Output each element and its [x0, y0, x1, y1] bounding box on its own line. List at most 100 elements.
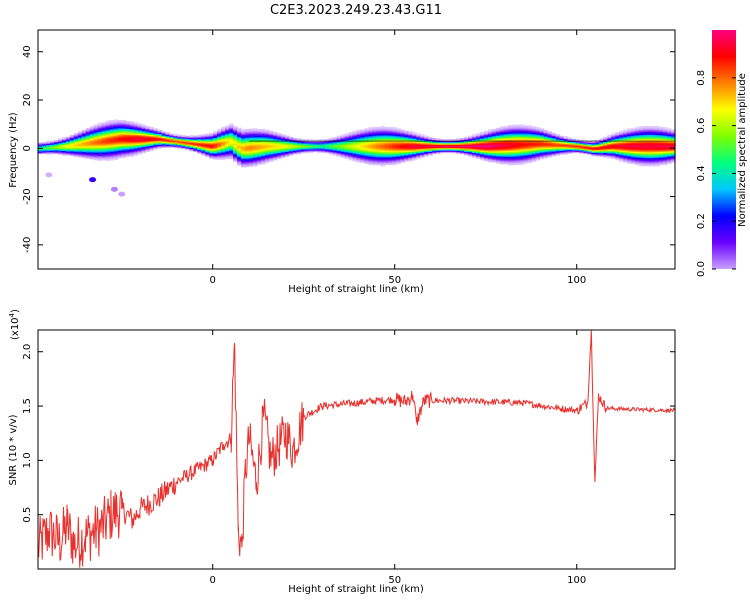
heatmap-cell — [404, 130, 409, 133]
heatmap-cell — [352, 133, 358, 136]
heatmap-cell — [249, 152, 254, 155]
heatmap-cell — [663, 128, 668, 131]
heatmap-cell — [225, 139, 230, 141]
heatmap-cell — [555, 151, 561, 154]
heatmap-cell — [396, 147, 401, 150]
heatmap-cell — [153, 135, 159, 138]
heatmap-cell — [479, 158, 485, 161]
heatmap-cell — [667, 148, 672, 151]
heatmap-cell — [503, 161, 509, 164]
heatmap-cell — [372, 157, 378, 160]
heatmap-cell — [479, 154, 485, 157]
heatmap-cell — [491, 160, 497, 163]
heatmap-cell — [380, 145, 385, 148]
heatmap-cell — [137, 142, 143, 145]
heatmap-cell — [475, 142, 481, 145]
heatmap-cell — [105, 148, 111, 151]
heatmap-cell — [615, 152, 620, 155]
heatmap-cell — [276, 144, 282, 146]
heatmap-cell — [260, 131, 266, 134]
heatmap-cell — [487, 153, 493, 156]
heatmap-cell — [368, 154, 374, 157]
heatmap-cell — [105, 131, 111, 134]
heatmap-cell — [233, 138, 238, 141]
heatmap-cell — [412, 136, 417, 139]
heatmap-cell — [380, 157, 385, 160]
heatmap-cell — [392, 145, 397, 148]
heatmap-cell — [499, 155, 505, 158]
heatmap-cell — [137, 150, 143, 152]
heatmap-cell — [392, 154, 397, 157]
heatmap-cell — [607, 145, 612, 148]
heatmap-cell — [209, 142, 214, 145]
heatmap-cell — [129, 133, 135, 136]
heatmap-cell — [328, 142, 334, 145]
heatmap-cell — [97, 137, 103, 140]
heatmap-cell — [655, 156, 660, 158]
heatmap-cell — [535, 142, 541, 145]
heatmap-cell — [364, 130, 370, 133]
heatmap-cell — [121, 147, 127, 150]
heatmap-cell — [647, 127, 652, 129]
heatmap-cell — [249, 134, 254, 137]
heatmap-cell — [523, 127, 529, 130]
heatmap-cell — [416, 151, 421, 154]
heatmap-cell — [129, 153, 135, 156]
heatmap-cell — [491, 134, 497, 136]
heatmap-cell — [157, 137, 163, 139]
heatmap-cell — [463, 146, 469, 149]
heatmap-cell — [121, 124, 127, 127]
heatmap-cell — [264, 133, 270, 136]
heatmap-cell — [245, 139, 250, 142]
heatmap-cell — [101, 142, 107, 145]
heatmap-cell — [245, 158, 250, 160]
heatmap-cell — [499, 137, 505, 140]
heatmap-cell — [340, 152, 346, 155]
heatmap-cell — [460, 146, 465, 149]
heatmap-cell — [229, 135, 234, 138]
heatmap-cell — [420, 141, 425, 144]
heatmap-cell — [583, 151, 589, 154]
heatmap-cell — [392, 134, 397, 137]
heatmap-cell — [519, 135, 525, 138]
heatmap-cell — [364, 152, 370, 155]
heatmap-cell — [559, 146, 565, 149]
heatmap-cell — [551, 154, 557, 157]
heatmap-cell — [272, 132, 278, 134]
heatmap-cell — [507, 150, 513, 153]
heatmap-cell — [113, 146, 119, 148]
heatmap-cell — [380, 138, 385, 140]
heatmap-cell — [567, 146, 573, 148]
heatmap-cell — [567, 152, 573, 154]
heatmap-cell — [392, 127, 397, 129]
heatmap-cell — [571, 147, 577, 150]
heatmap-cell — [643, 139, 648, 142]
heatmap-cell — [639, 125, 644, 128]
heatmap-cell — [185, 146, 190, 149]
heatmap-cell — [463, 151, 469, 154]
heatmap-cell — [284, 141, 290, 144]
heatmap-cell — [384, 148, 389, 151]
heatmap-cell — [93, 147, 99, 150]
heatmap-cell — [551, 142, 557, 145]
heatmap-cell — [272, 144, 278, 146]
heatmap-cell — [197, 137, 202, 140]
heatmap-cell — [296, 144, 302, 146]
heatmap-cell — [607, 151, 612, 154]
heatmap-cell — [567, 137, 573, 140]
heatmap-cell — [436, 151, 441, 154]
heatmap-cell — [89, 126, 95, 129]
heatmap-cell — [479, 148, 485, 151]
heatmap-cell — [643, 129, 648, 132]
heatmap-cell — [193, 135, 198, 138]
heatmap-cell — [607, 138, 612, 141]
heatmap-cell — [663, 132, 668, 134]
heatmap-cell — [384, 130, 389, 133]
heatmap-cell — [559, 149, 565, 151]
heatmap-cell — [499, 149, 505, 152]
heatmap-cell — [229, 136, 234, 139]
heatmap-cell — [507, 162, 513, 165]
heatmap-cell — [308, 147, 314, 150]
heatmap-cell — [380, 164, 385, 167]
heatmap-cell — [643, 140, 648, 143]
